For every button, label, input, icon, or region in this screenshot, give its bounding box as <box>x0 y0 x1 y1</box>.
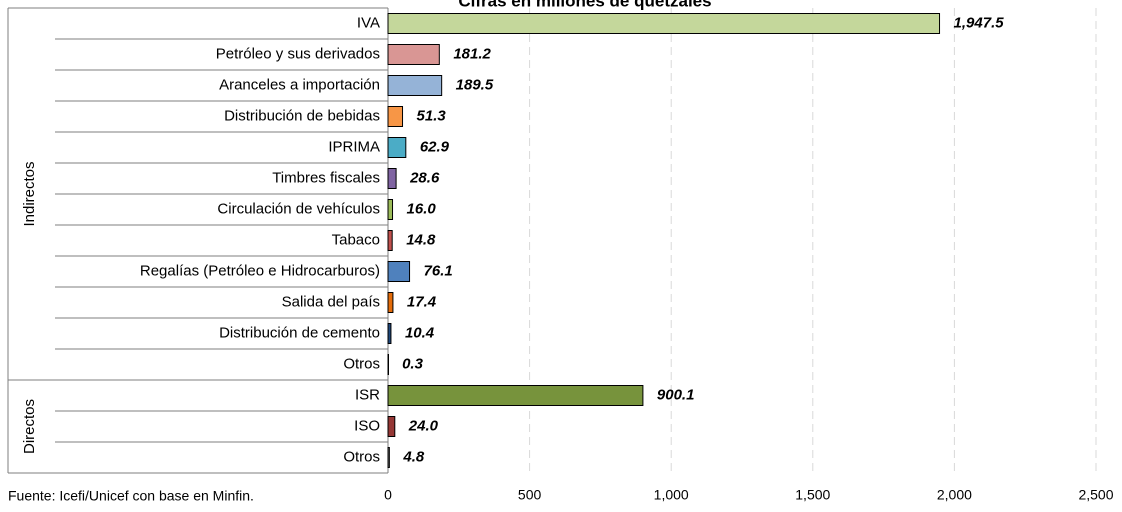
value-label: 1,947.5 <box>954 14 1005 31</box>
bar <box>387 261 411 282</box>
value-label: 14.8 <box>406 231 436 248</box>
value-label: 16.0 <box>407 200 437 217</box>
category-label: ISR <box>355 386 380 403</box>
value-label: 51.3 <box>417 107 447 124</box>
footnote: Fuente: Icefi/Unicef con base en Minfin. <box>8 488 254 504</box>
value-label: 4.8 <box>402 448 425 465</box>
bar <box>387 447 390 468</box>
bar <box>387 385 644 406</box>
category-label: Circulación de vehículos <box>217 200 380 217</box>
category-label: Timbres fiscales <box>272 169 380 186</box>
value-label: 900.1 <box>657 386 695 403</box>
value-label: 17.4 <box>407 293 437 310</box>
category-label: IVA <box>357 14 380 31</box>
bar <box>387 137 407 158</box>
value-label: 28.6 <box>409 169 440 186</box>
bar <box>387 230 393 251</box>
category-label: Otros <box>343 448 380 465</box>
x-tick-label: 500 <box>518 487 542 503</box>
category-label: Otros <box>343 355 380 372</box>
category-label: ISO <box>354 417 380 434</box>
value-label: 181.2 <box>453 45 491 62</box>
x-tick-label: 1,500 <box>795 487 830 503</box>
chart-title: Cifras en millones de quetzales <box>458 0 711 10</box>
value-label: 189.5 <box>456 76 494 93</box>
category-label: Regalías (Petróleo e Hidrocarburos) <box>140 262 380 279</box>
bar <box>387 292 394 313</box>
bar <box>387 75 443 96</box>
x-tick-label: 1,000 <box>654 487 689 503</box>
bar <box>387 44 440 65</box>
bar <box>387 13 941 34</box>
category-label: Petróleo y sus derivados <box>216 45 380 62</box>
bar <box>387 106 404 127</box>
x-tick-label: 0 <box>384 487 392 503</box>
bar <box>387 323 392 344</box>
category-label: Tabaco <box>332 231 380 248</box>
value-label: 10.4 <box>405 324 435 341</box>
group-label: Directos <box>21 399 38 454</box>
bar <box>387 354 389 375</box>
value-label: 76.1 <box>424 262 453 279</box>
group-label: Indirectos <box>21 161 38 226</box>
category-label: IPRIMA <box>328 138 380 155</box>
category-label: Aranceles a importación <box>219 76 380 93</box>
category-label: Salida del país <box>282 293 380 310</box>
x-tick-label: 2,000 <box>937 487 972 503</box>
x-tick-label: 2,500 <box>1078 487 1113 503</box>
category-label: Distribución de bebidas <box>224 107 380 124</box>
value-label: 0.3 <box>402 355 424 372</box>
value-label: 24.0 <box>408 417 439 434</box>
value-label: 62.9 <box>420 138 450 155</box>
bar <box>387 199 394 220</box>
bar <box>387 168 397 189</box>
category-label: Distribución de cemento <box>219 324 380 341</box>
bar <box>387 416 396 437</box>
